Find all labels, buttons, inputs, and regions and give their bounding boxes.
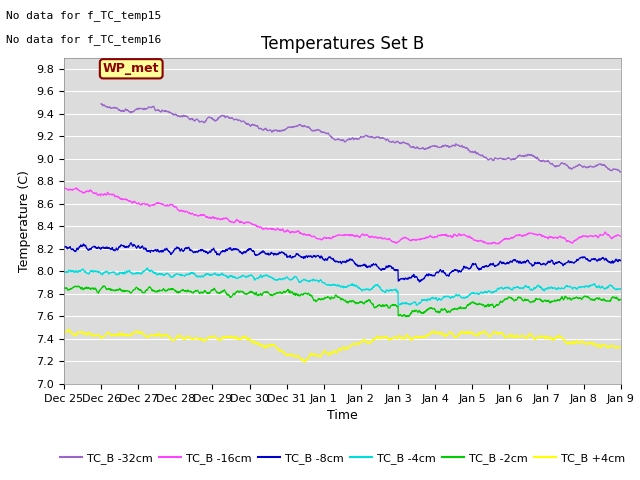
TC_B -4cm (88, 268, 96, 274)
TC_B -16cm (331, 233, 339, 239)
TC_B -4cm (331, 282, 339, 288)
TC_B -2cm (617, 297, 625, 302)
TC_B -4cm (60, 269, 68, 275)
TC_B -8cm (415, 279, 423, 285)
Line: TC_B -2cm: TC_B -2cm (64, 286, 621, 317)
TC_B -8cm (499, 259, 507, 265)
TC_B -4cm (316, 277, 324, 283)
TC_B -32cm (499, 156, 506, 162)
TC_B -4cm (143, 265, 151, 271)
TC_B -2cm (88, 286, 96, 291)
Y-axis label: Temperature (C): Temperature (C) (18, 170, 31, 272)
TC_B -16cm (601, 229, 609, 235)
TC_B -16cm (487, 241, 495, 247)
Line: TC_B -32cm: TC_B -32cm (101, 104, 621, 172)
TC_B -16cm (316, 236, 324, 242)
TC_B -4cm (602, 286, 609, 291)
Legend: TC_B -32cm, TC_B -16cm, TC_B -8cm, TC_B -4cm, TC_B -2cm, TC_B +4cm: TC_B -32cm, TC_B -16cm, TC_B -8cm, TC_B … (56, 448, 629, 468)
TC_B -2cm (499, 298, 507, 304)
TC_B -4cm (601, 286, 609, 292)
TC_B +4cm (89, 332, 97, 337)
TC_B +4cm (300, 359, 308, 365)
TC_B -16cm (499, 237, 506, 243)
TC_B -32cm (316, 128, 324, 133)
TC_B -4cm (617, 286, 625, 291)
TC_B -8cm (602, 256, 609, 262)
TC_B +4cm (317, 353, 324, 359)
TC_B -8cm (617, 258, 625, 264)
TC_B -2cm (403, 314, 410, 320)
TC_B -32cm (617, 169, 625, 175)
TC_B -16cm (88, 189, 96, 195)
Line: TC_B -16cm: TC_B -16cm (64, 188, 621, 244)
TC_B -32cm (600, 162, 608, 168)
TC_B -2cm (602, 298, 609, 303)
TC_B +4cm (617, 345, 625, 351)
TC_B -2cm (60, 285, 68, 290)
TC_B -8cm (127, 240, 135, 246)
Line: TC_B +4cm: TC_B +4cm (64, 330, 621, 362)
TC_B -32cm (601, 162, 609, 168)
TC_B -2cm (601, 298, 609, 303)
TC_B -32cm (331, 137, 339, 143)
Text: WP_met: WP_met (103, 62, 159, 75)
TC_B -16cm (60, 185, 68, 191)
TC_B -16cm (617, 233, 625, 239)
TC_B -4cm (499, 286, 507, 291)
TC_B +4cm (499, 331, 507, 337)
TC_B +4cm (65, 327, 73, 333)
TC_B -8cm (331, 259, 339, 264)
Line: TC_B -8cm: TC_B -8cm (64, 243, 621, 282)
TC_B +4cm (332, 348, 339, 354)
TC_B -2cm (100, 283, 108, 288)
TC_B -16cm (601, 230, 609, 236)
Line: TC_B -4cm: TC_B -4cm (64, 268, 621, 305)
TC_B +4cm (601, 343, 609, 348)
TC_B -8cm (601, 256, 609, 262)
TC_B -8cm (60, 244, 68, 250)
TC_B +4cm (60, 331, 68, 336)
Title: Temperatures Set B: Temperatures Set B (260, 35, 424, 53)
Text: No data for f_TC_temp16: No data for f_TC_temp16 (6, 34, 162, 45)
Text: No data for f_TC_temp15: No data for f_TC_temp15 (6, 10, 162, 21)
TC_B -8cm (88, 244, 96, 250)
TC_B +4cm (602, 342, 609, 348)
TC_B -2cm (331, 293, 339, 299)
TC_B -8cm (316, 255, 324, 261)
X-axis label: Time: Time (327, 409, 358, 422)
TC_B -4cm (413, 302, 420, 308)
TC_B -2cm (316, 297, 324, 302)
